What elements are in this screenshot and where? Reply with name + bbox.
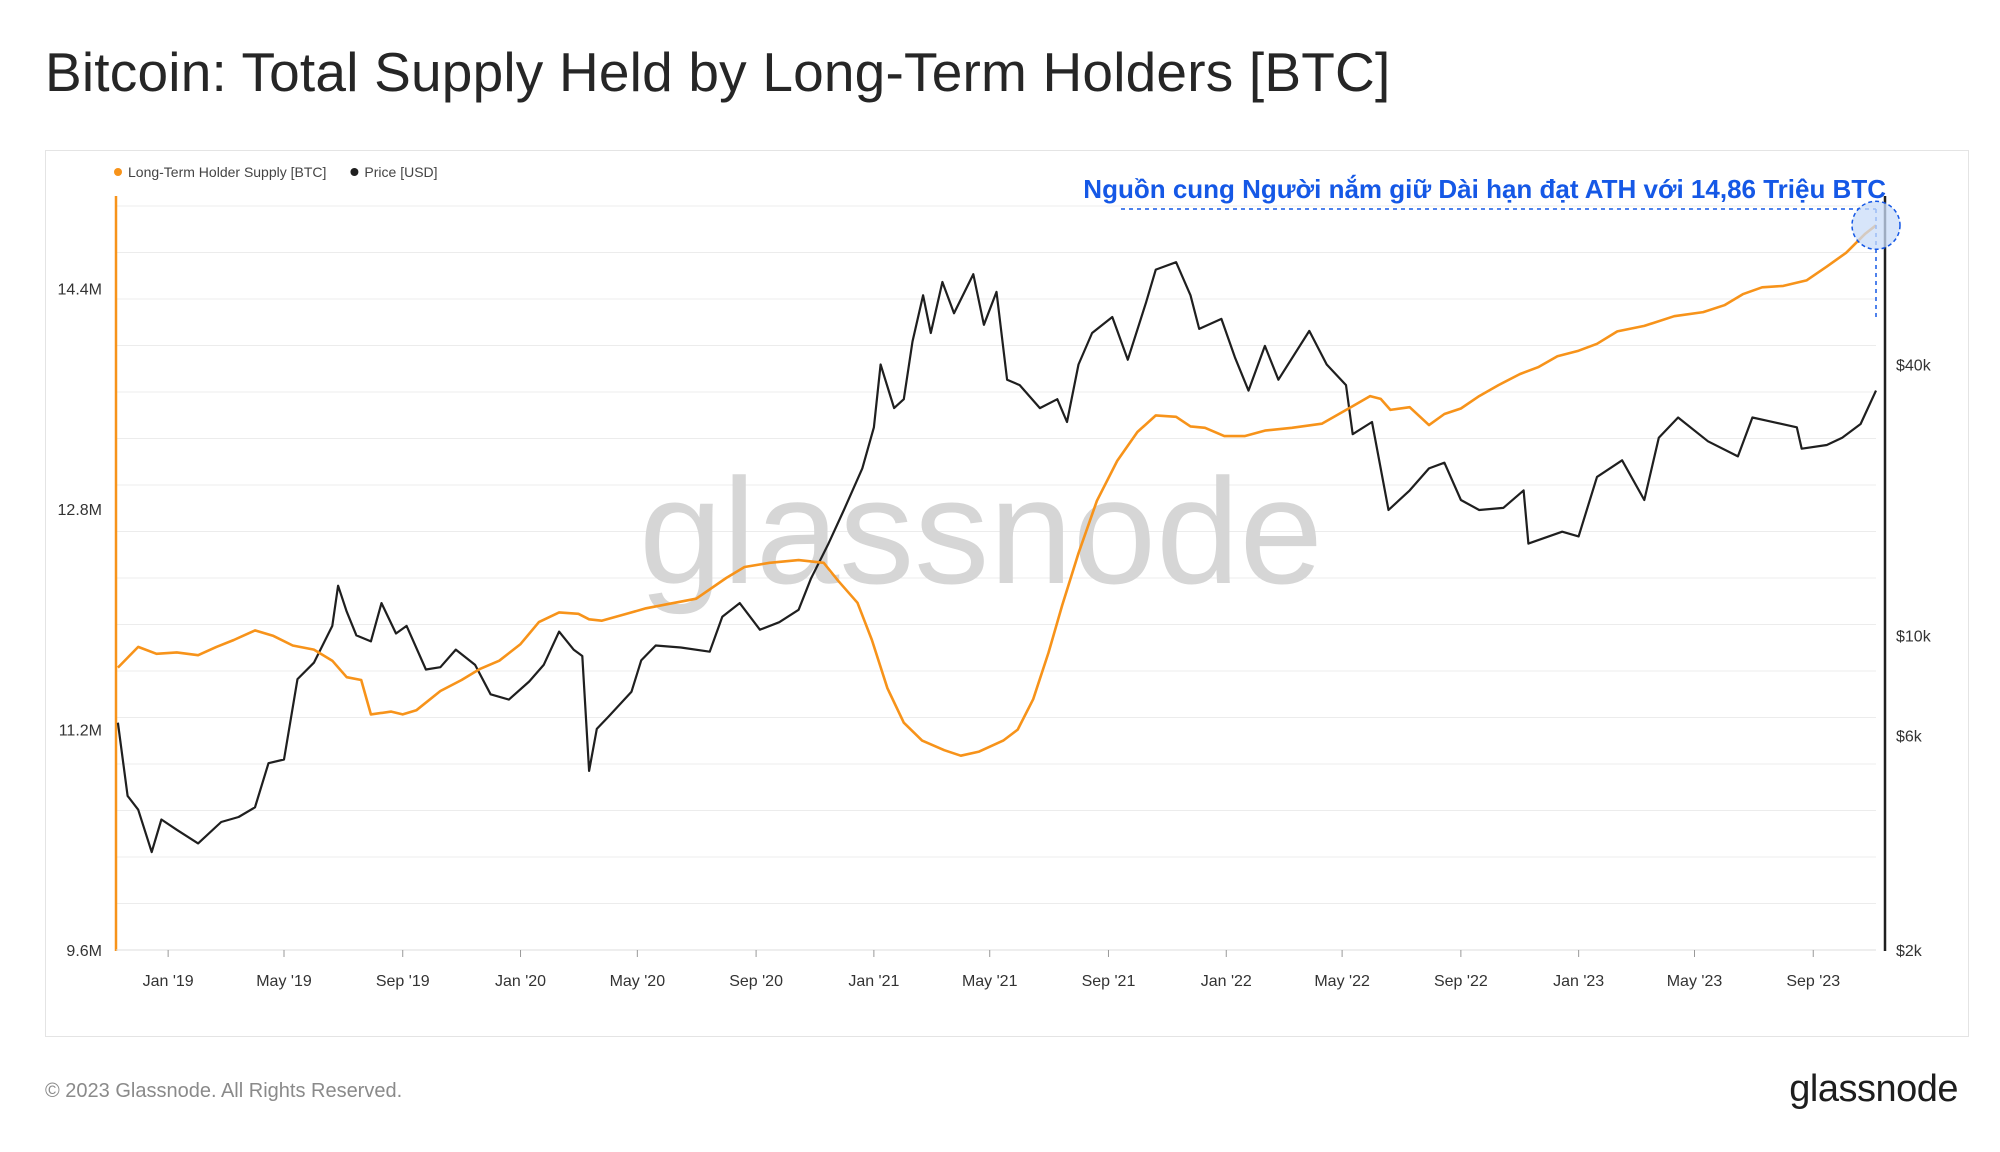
legend: Long-Term Holder Supply [BTC] Price [USD] [114,164,438,180]
x-tick-label: May '22 [1314,973,1370,990]
y-right-tick-label: $10k [1896,628,1932,645]
x-tick-label: Sep '20 [729,973,783,990]
x-tick-label: May '19 [256,973,312,990]
annotation-text: Nguồn cung Người nắm giữ Dài hạn đạt ATH… [1083,174,1886,204]
y-left-tick-label: 12.8M [58,502,102,519]
series-lines [116,224,1877,854]
x-tick-label: Jan '20 [495,973,546,990]
axes: Jan '19 May '19 Sep '19 Jan '20 May '20 Sep '… [58,196,1932,990]
x-tick-label: Sep '23 [1786,973,1840,990]
x-tick-label: May '23 [1667,973,1723,990]
y-left-tick-label: 9.6M [66,943,102,960]
x-tick-label: Sep '19 [376,973,430,990]
price-line [116,261,1877,854]
y-right-tick-label: $40k [1896,357,1932,374]
x-tick-label: Jan '21 [848,973,899,990]
legend-label-price: Price [USD] [364,164,437,180]
footer-copyright: © 2023 Glassnode. All Rights Reserved. [45,1080,403,1102]
lth-supply-line [116,224,1877,757]
x-tick-label: Sep '21 [1082,973,1136,990]
x-tick-label: Sep '22 [1434,973,1488,990]
chart-svg: glassnode Jan '19 May '19 Sep '19 Jan '20 Ma… [58,164,1932,990]
x-tick-label: Jan '19 [143,973,194,990]
y-right-tick-label: $6k [1896,728,1923,745]
glassnode-watermark: glassnode [639,447,1323,615]
glassnode-logo: glassnode [1789,1068,1958,1110]
legend-dot-lth-supply [114,168,122,176]
x-tick-label: May '21 [962,973,1018,990]
y-left-tick-label: 14.4M [58,282,102,299]
annotation: Nguồn cung Người nắm giữ Dài hạn đạt ATH… [1083,174,1901,319]
chart-container: glassnode Jan '19 May '19 Sep '19 Jan '20 Ma… [45,150,1969,1037]
page-title: Bitcoin: Total Supply Held by Long-Term … [45,41,1391,103]
x-tick-label: Jan '23 [1553,973,1604,990]
x-tick-label: Jan '22 [1201,973,1252,990]
y-left-tick-label: 11.2M [59,723,102,740]
ath-highlight-circle [1851,200,1901,251]
legend-label-lth-supply: Long-Term Holder Supply [BTC] [128,164,326,180]
x-tick-label: May '20 [610,973,666,990]
y-right-tick-label: $2k [1896,943,1923,960]
legend-dot-price [350,168,359,176]
